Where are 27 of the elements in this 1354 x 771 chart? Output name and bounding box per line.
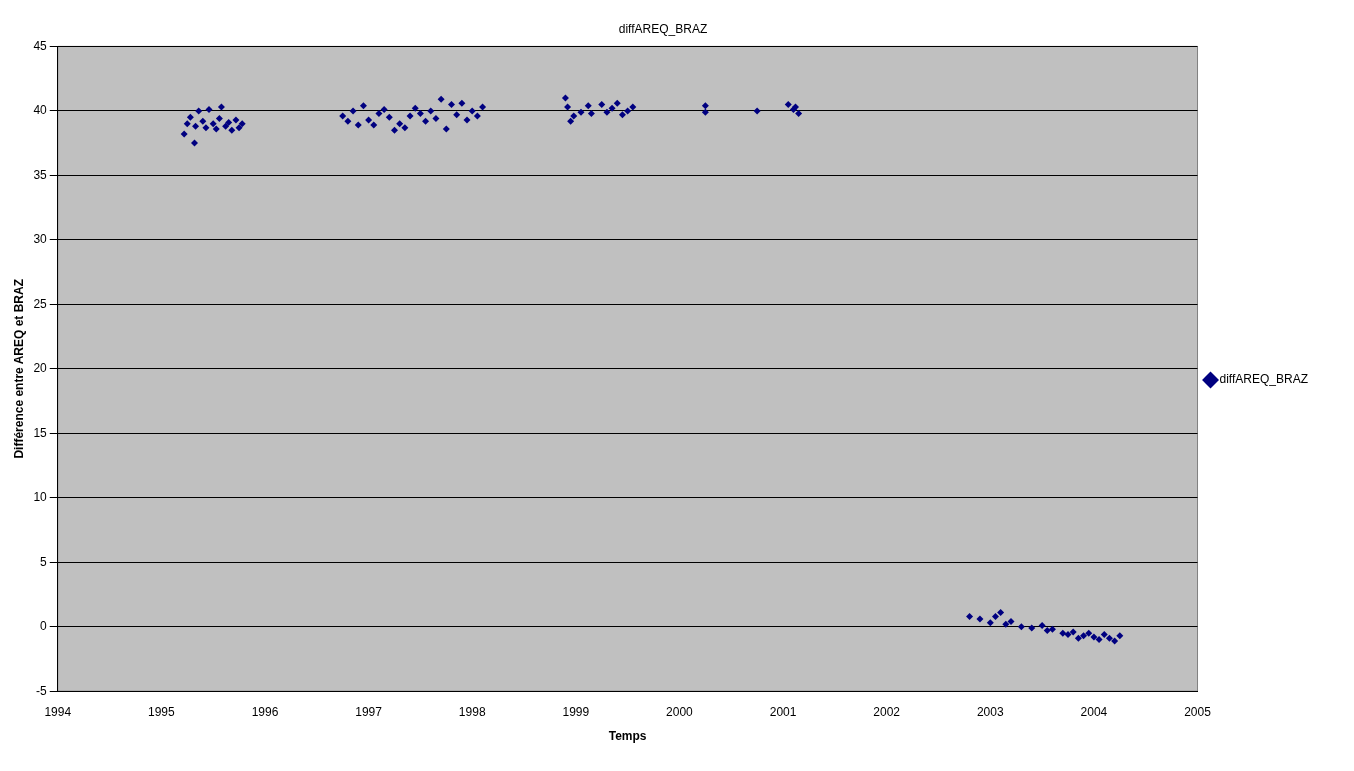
y-tick-label: 20 [33, 361, 48, 376]
x-tick-label: 2005 [1184, 704, 1212, 719]
y-tick-label: 15 [33, 425, 48, 440]
x-tick-label: 1994 [44, 704, 72, 719]
y-tick-label: 45 [33, 38, 48, 53]
x-tick-label: 2004 [1080, 704, 1108, 719]
y-tick-label: 5 [40, 554, 48, 569]
y-tick-label: 40 [33, 103, 48, 118]
x-tick-label: 2003 [976, 704, 1004, 719]
x-axis-title: Temps [608, 729, 647, 744]
y-tick-label: -5 [36, 683, 48, 698]
x-tick-label: 2000 [666, 704, 694, 719]
y-tick-label: 30 [33, 232, 48, 247]
x-tick-label: 2002 [873, 704, 901, 719]
x-tick-label: 1995 [148, 704, 176, 719]
x-tick-label: 1997 [355, 704, 383, 719]
y-axis-title: Différence entre AREQ et BRAZ [11, 279, 26, 459]
x-tick-label: 1998 [458, 704, 486, 719]
y-tick-label: 35 [33, 167, 48, 182]
x-tick-label: 2001 [769, 704, 797, 719]
x-tick-label: 1999 [562, 704, 590, 719]
y-tick-label: 0 [40, 619, 48, 634]
x-tick-label: 1996 [251, 704, 279, 719]
y-tick-label: 25 [33, 296, 48, 311]
chart-title: diffAREQ_BRAZ [618, 21, 708, 36]
legend-label: diffAREQ_BRAZ [1219, 372, 1309, 387]
y-tick-label: 10 [33, 490, 48, 505]
